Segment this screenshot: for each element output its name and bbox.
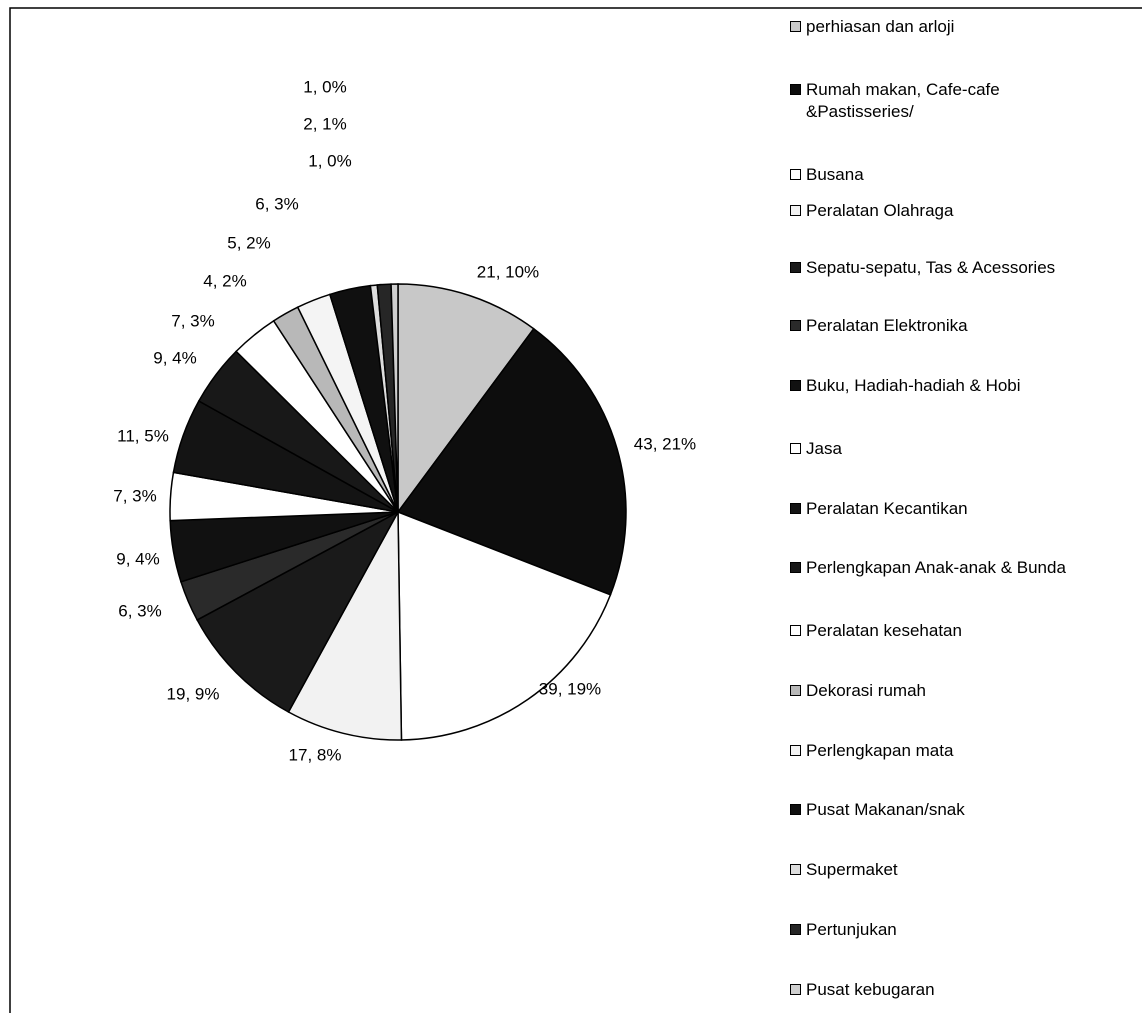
- legend-swatch: [790, 380, 801, 391]
- legend-swatch: [790, 503, 801, 514]
- legend-label: Pusat kebugaran: [806, 980, 935, 999]
- legend-label: Perlengkapan mata: [806, 741, 954, 760]
- legend-swatch: [790, 443, 801, 454]
- data-label: 9, 4%: [153, 348, 196, 367]
- legend-label: Sepatu-sepatu, Tas & Acessories: [806, 258, 1056, 277]
- legend-swatch: [790, 685, 801, 696]
- legend-label: Jasa: [806, 439, 842, 458]
- legend-item: perhiasan dan arloji: [790, 16, 954, 38]
- legend-label: Dekorasi rumah: [806, 681, 926, 700]
- legend-label: Pertunjukan: [806, 920, 897, 939]
- pie-slice: [397, 510, 612, 741]
- data-label: 1, 0%: [308, 151, 351, 170]
- legend-label: Supermaket: [806, 860, 898, 879]
- data-label: 17, 8%: [289, 745, 342, 764]
- legend-swatch: [790, 562, 801, 573]
- legend-label: Peralatan Elektronika: [806, 316, 968, 335]
- legend-label: Buku, Hadiah-hadiah & Hobi: [806, 376, 1021, 395]
- data-label: 39, 19%: [539, 679, 601, 698]
- legend-label: Peralatan Kecantikan: [806, 499, 968, 518]
- legend-swatch: [790, 745, 801, 756]
- legend-item: Peralatan Kecantikan: [790, 498, 968, 520]
- data-label: 6, 3%: [118, 601, 161, 620]
- legend-swatch: [790, 864, 801, 875]
- pie-slice: [287, 509, 403, 741]
- frame: [9, 7, 1142, 1013]
- legend-item: Busana: [790, 164, 864, 186]
- data-label: 7, 3%: [171, 311, 214, 330]
- pie-slice: [196, 510, 400, 714]
- legend-item: Peralatan Olahraga: [790, 200, 953, 222]
- data-label: 11, 5%: [117, 426, 169, 445]
- legend-swatch: [790, 320, 801, 331]
- legend-swatch: [790, 262, 801, 273]
- data-label: 43, 21%: [634, 434, 696, 453]
- legend-label: Peralatan kesehatan: [806, 621, 962, 640]
- legend-label: perhiasan dan arloji: [806, 17, 955, 36]
- pie-slice: [390, 283, 399, 513]
- legend-item: Sepatu-sepatu, Tas & Acessories: [790, 257, 1055, 279]
- legend-item: Perlengkapan mata: [790, 740, 953, 762]
- legend-swatch: [790, 924, 801, 935]
- legend-swatch: [790, 625, 801, 636]
- data-label: 9, 4%: [116, 549, 159, 568]
- legend-swatch: [790, 804, 801, 815]
- legend-label: Peralatan Olahraga: [806, 201, 954, 220]
- legend-item: Pusat Makanan/snak: [790, 799, 965, 821]
- legend-item: Buku, Hadiah-hadiah & Hobi: [790, 375, 1021, 397]
- legend-swatch: [790, 984, 801, 995]
- data-label: 5, 2%: [227, 233, 270, 252]
- legend-label: Pusat Makanan/snak: [806, 800, 965, 819]
- legend-swatch: [790, 21, 801, 32]
- legend-item: Perlengkapan Anak-anak & Bunda: [790, 557, 1066, 579]
- pie-slice: [397, 283, 535, 515]
- data-label: 6, 3%: [255, 194, 298, 213]
- data-label: 2, 1%: [303, 114, 346, 133]
- legend-item: Peralatan kesehatan: [790, 620, 962, 642]
- data-label: 4, 2%: [203, 271, 246, 290]
- legend-swatch: [790, 84, 801, 95]
- legend-item: Jasa: [790, 438, 842, 460]
- legend-item: Supermaket: [790, 859, 898, 881]
- legend-label: Rumah makan, Cafe-cafe &Pastisseries/: [806, 80, 1000, 121]
- legend-item: Pusat kebugaran: [790, 979, 935, 1001]
- legend-swatch: [790, 169, 801, 180]
- data-label: 7, 3%: [113, 486, 156, 505]
- legend-item: Rumah makan, Cafe-cafe &Pastisseries/: [790, 79, 1066, 123]
- pie-slice: [396, 327, 627, 596]
- data-label: 21, 10%: [477, 262, 539, 281]
- data-label: 19, 9%: [167, 684, 220, 703]
- legend-label: Perlengkapan Anak-anak & Bunda: [806, 558, 1066, 577]
- legend-item: Dekorasi rumah: [790, 680, 926, 702]
- legend-item: Peralatan Elektronika: [790, 315, 968, 337]
- legend-swatch: [790, 205, 801, 216]
- data-label: 1, 0%: [303, 77, 346, 96]
- legend-item: Pertunjukan: [790, 919, 897, 941]
- legend-label: Busana: [806, 165, 864, 184]
